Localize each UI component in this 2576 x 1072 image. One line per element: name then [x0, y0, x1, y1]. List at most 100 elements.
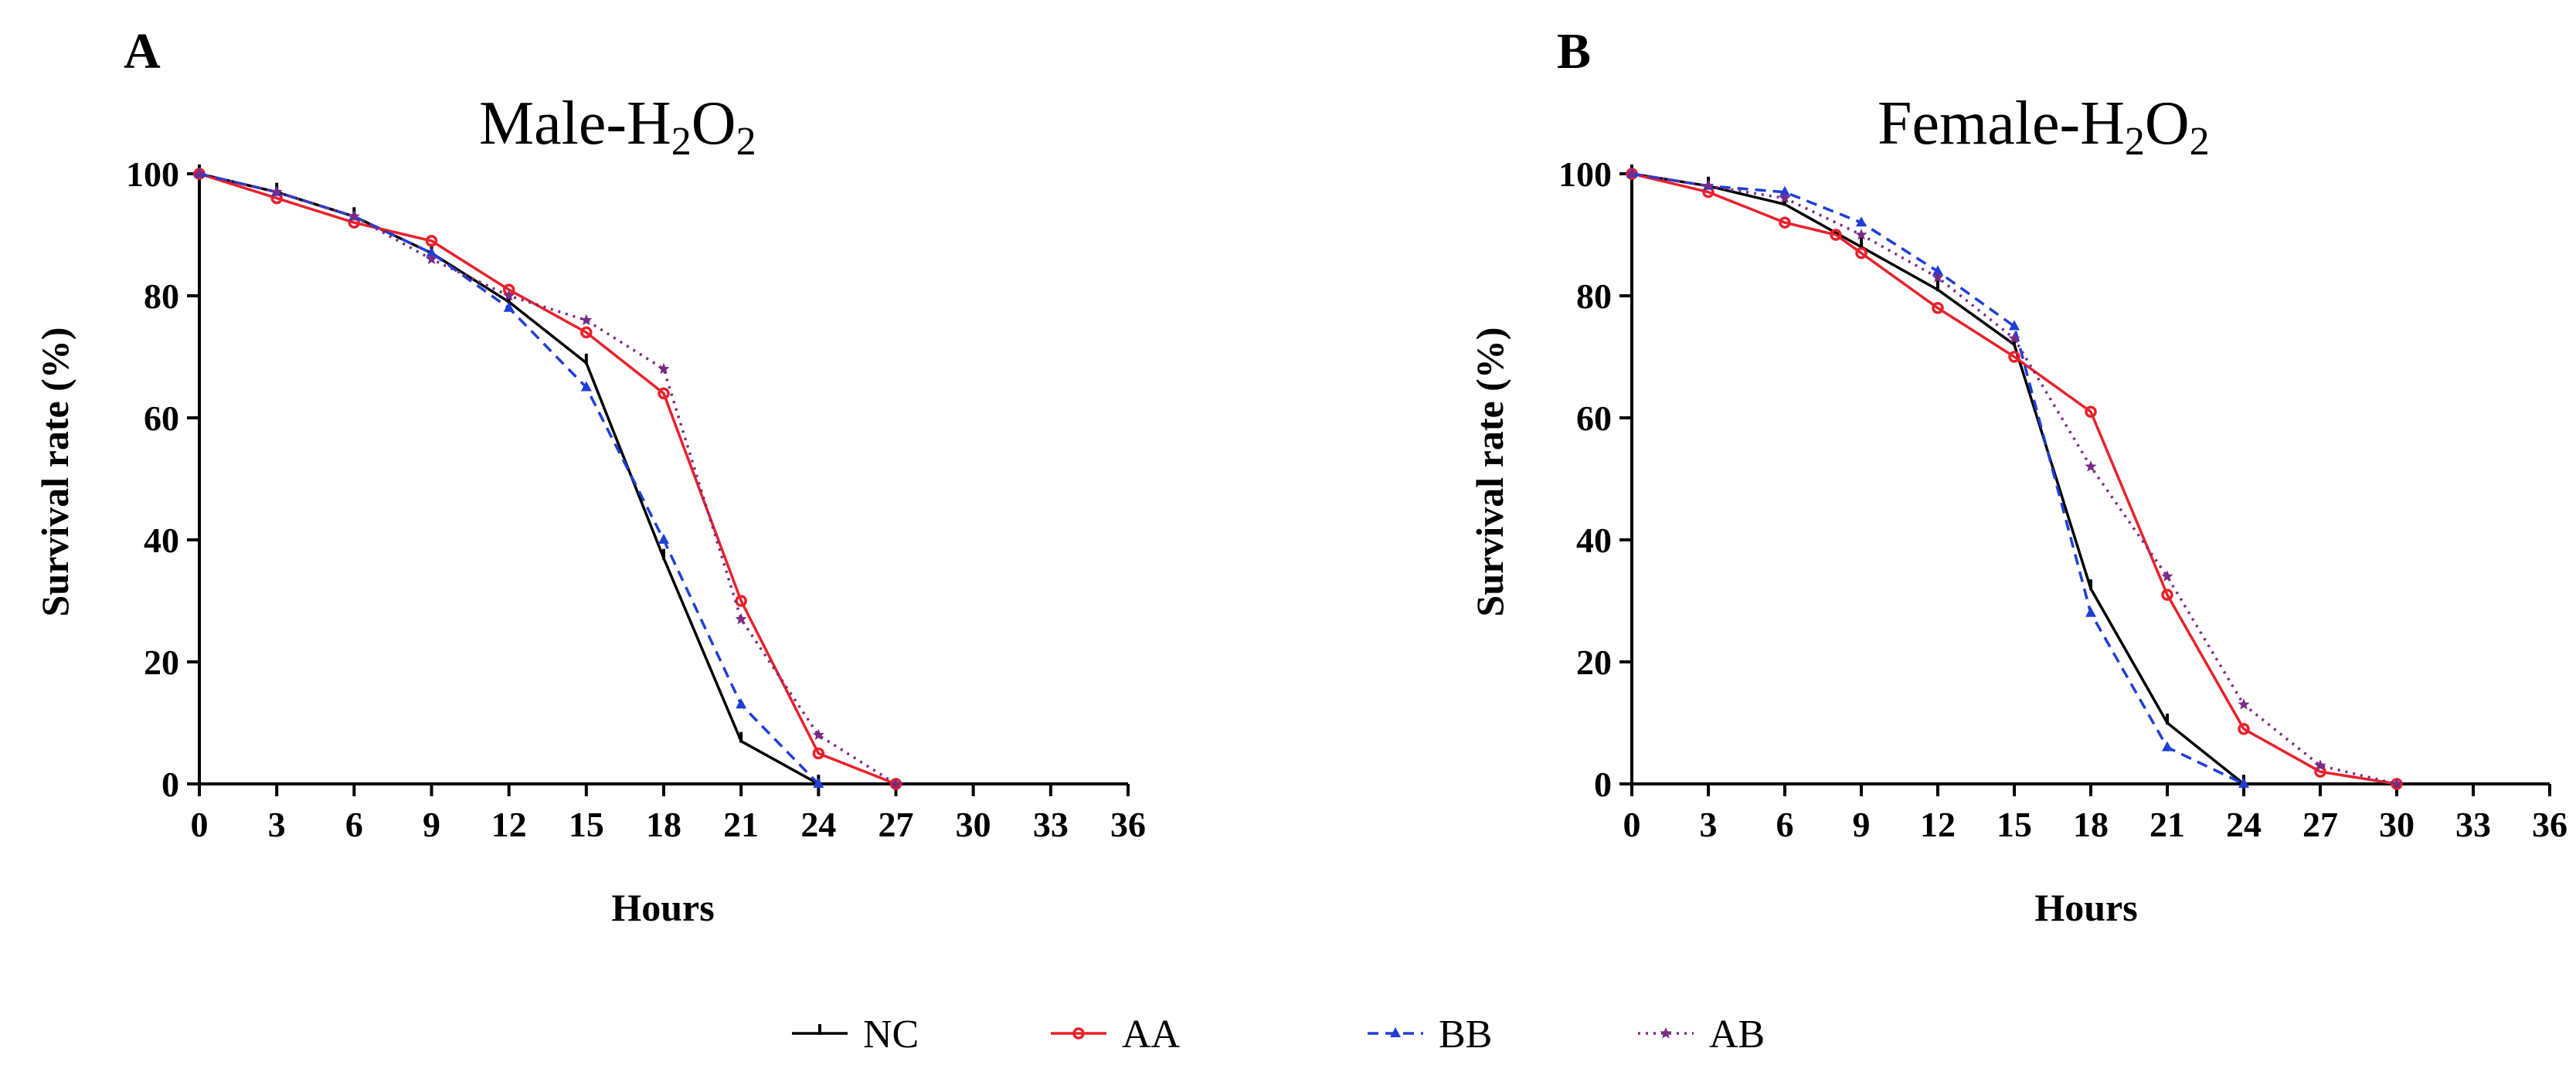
y-tick-label-a: 0	[161, 765, 179, 804]
x-tick-label-a: 12	[491, 805, 527, 844]
data-point-bb	[1856, 216, 1867, 227]
data-point-ab	[270, 185, 283, 198]
series-line-ab	[1631, 172, 2398, 785]
data-point-ab	[812, 728, 824, 741]
x-tick-label-a: 24	[800, 805, 836, 844]
data-point-aa	[812, 747, 825, 760]
series-line-aa	[1631, 172, 2398, 785]
x-tick-label-b: 12	[1920, 805, 1956, 844]
x-tick-label-a: 3	[268, 805, 286, 844]
x-tick-label-a: 27	[878, 805, 914, 844]
data-point-aa	[425, 235, 438, 247]
y-tick-label-b: 80	[1576, 276, 1612, 316]
data-point-ab	[193, 168, 206, 179]
legend-label: AA	[1122, 1013, 1181, 1057]
x-tick-label-a: 21	[723, 805, 759, 844]
data-point-ab	[1855, 229, 1867, 240]
data-point-ab	[1932, 271, 1944, 283]
x-tick-label-b: 15	[1997, 805, 2032, 844]
data-point-bb	[1932, 265, 1943, 276]
data-point-ab	[580, 314, 593, 326]
x-tick-label-b: 33	[2455, 805, 2491, 844]
data-point-aa	[2238, 723, 2250, 735]
x-tick-label-a: 36	[1110, 805, 1146, 844]
data-point-ab	[2161, 570, 2173, 582]
series-ab-a	[193, 168, 902, 789]
data-point-ab	[1779, 192, 1791, 204]
data-point-ab	[2085, 460, 2097, 472]
data-point-aa	[2008, 351, 2020, 363]
data-point-bb	[2085, 606, 2096, 617]
legend-marker-ab	[1660, 1027, 1672, 1039]
data-point-aa	[1932, 302, 1944, 314]
data-point-ab	[658, 362, 670, 375]
data-point-bb	[736, 698, 747, 709]
x-tick-label-a: 18	[646, 805, 681, 844]
x-axis-title-a: Hours	[611, 886, 714, 929]
data-point-bb	[2009, 320, 2020, 331]
y-tick-label-b: 0	[1594, 765, 1612, 804]
x-tick-label-a: 6	[345, 805, 363, 844]
data-point-aa	[2161, 589, 2173, 601]
data-point-aa	[1830, 229, 1842, 241]
legend-label: AB	[1709, 1013, 1765, 1057]
data-point-ab	[1702, 179, 1715, 192]
data-point-aa	[580, 326, 593, 339]
series-ab-b	[1626, 168, 2403, 789]
data-point-bb	[503, 301, 515, 312]
data-point-bb	[658, 534, 669, 544]
legend-item-nc: NC	[792, 1013, 919, 1057]
y-tick-label-b: 20	[1576, 643, 1612, 682]
x-tick-label-b: 21	[2149, 805, 2185, 844]
legend: NC AA BB AB	[792, 1013, 1765, 1057]
data-point-ab	[425, 253, 438, 265]
data-point-ab	[2238, 698, 2250, 710]
series-line-bb	[199, 172, 820, 785]
chart-title-a: Male-H2O2	[479, 90, 756, 164]
x-tick-label-b: 27	[2302, 805, 2338, 844]
legend-item-bb: BB	[1368, 1013, 1492, 1057]
series-nc-a	[198, 165, 821, 785]
data-point-bb	[580, 381, 592, 392]
data-point-ab	[735, 612, 747, 625]
legend-label: BB	[1439, 1013, 1492, 1057]
x-tick-label-a: 15	[569, 805, 604, 844]
x-tick-label-a: 0	[191, 805, 209, 844]
y-axis-title-a: Survival rate (%)	[33, 327, 76, 617]
data-point-ab	[889, 778, 902, 789]
x-tick-label-b: 3	[1700, 805, 1718, 844]
data-point-ab	[2391, 778, 2403, 789]
series-aa-b	[1626, 168, 2403, 790]
panel-letter-a: A	[124, 23, 161, 80]
panel-a-chart: A Male-H2O2 0 3 6 9 12 15 18 21 24 27 30 33 36020406…	[33, 23, 1146, 929]
series-nc-b	[1630, 165, 2245, 785]
x-tick-label-b: 30	[2379, 805, 2415, 844]
y-tick-label-a: 80	[144, 276, 179, 316]
chart-title-b: Female-H2O2	[1878, 90, 2210, 164]
y-tick-label-a: 20	[144, 643, 179, 682]
y-tick-label-b: 40	[1576, 521, 1612, 560]
panel-letter-b: B	[1557, 23, 1591, 80]
data-point-aa	[658, 387, 670, 400]
series-line-ab	[199, 172, 897, 785]
legend-marker-aa	[1072, 1027, 1085, 1040]
y-tick-label-b: 60	[1576, 399, 1612, 438]
data-point-ab	[348, 210, 360, 222]
data-point-bb	[1779, 185, 1790, 196]
data-point-bb	[813, 778, 824, 788]
x-tick-label-a: 9	[423, 805, 440, 844]
data-point-bb	[2162, 741, 2173, 751]
data-point-bb	[426, 246, 437, 257]
data-point-aa	[1855, 246, 1867, 260]
y-tick-label-a: 60	[144, 399, 179, 438]
x-tick-label-b: 36	[2532, 805, 2568, 844]
y-tick-label-a: 40	[144, 521, 179, 560]
series-bb-a	[194, 168, 824, 788]
data-point-ab	[2314, 759, 2326, 771]
panel-b-chart: B Female-H2O2 0 3 6 9 12 15 18 21 24 27 30 33 360204…	[1468, 23, 2568, 929]
x-tick-label-b: 6	[1776, 805, 1794, 844]
x-tick-label-b: 18	[2073, 805, 2109, 844]
